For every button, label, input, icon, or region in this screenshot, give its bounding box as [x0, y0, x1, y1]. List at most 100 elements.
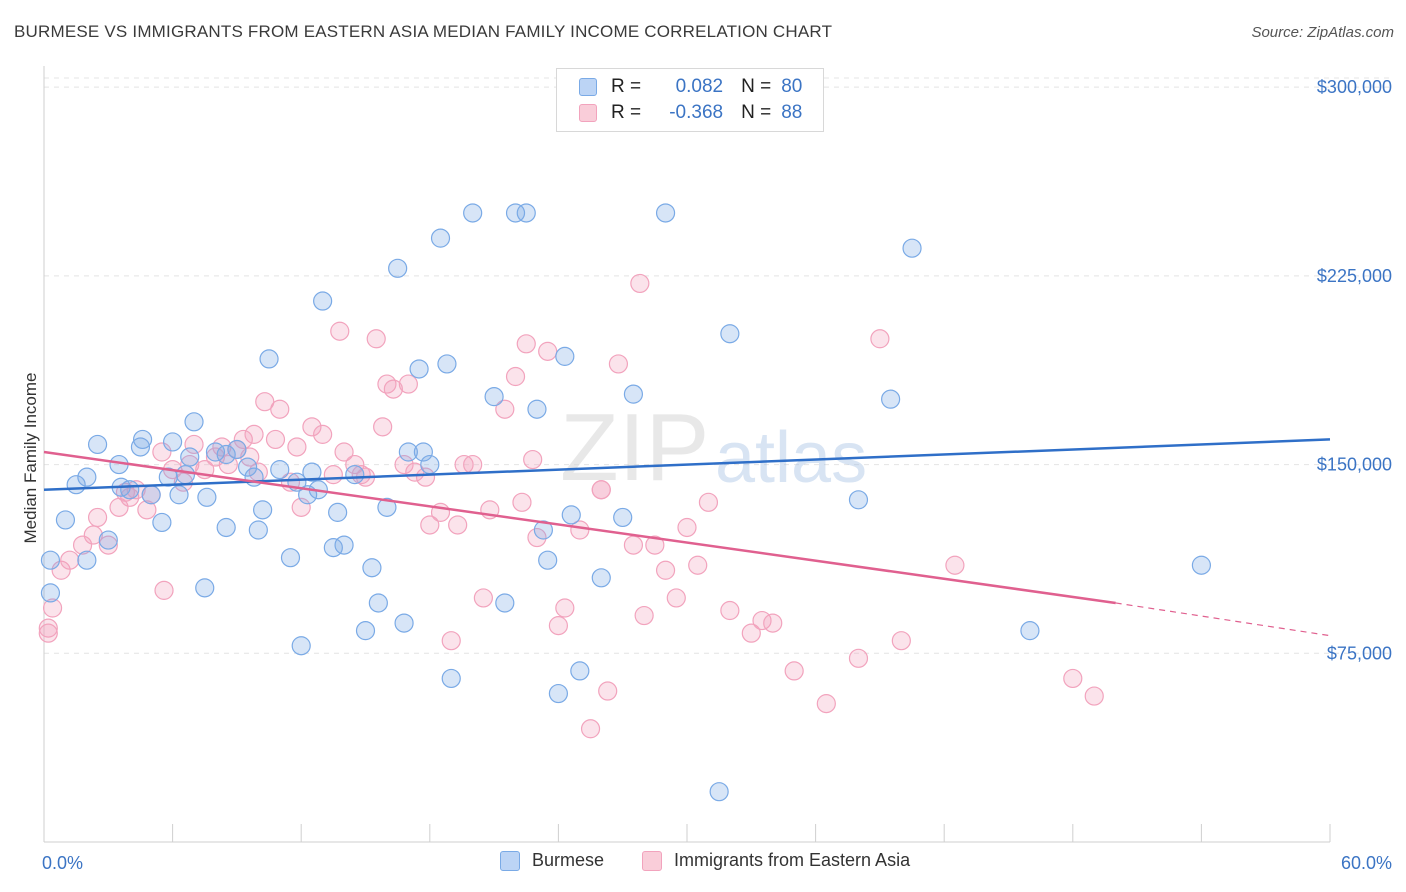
- immigrants-point: [330, 321, 350, 341]
- burmese-point: [253, 500, 273, 520]
- x-tick-label-start: 0.0%: [42, 853, 83, 873]
- immigrants-point: [420, 515, 440, 535]
- watermark-zip: ZIP: [560, 394, 709, 501]
- immigrants-point: [291, 497, 311, 517]
- burmese-point: [413, 442, 433, 462]
- immigrants-point: [645, 535, 665, 555]
- burmese-point: [259, 349, 279, 369]
- r-label: R =: [611, 76, 642, 97]
- burmese-point: [527, 399, 547, 419]
- immigrants-points: [38, 273, 1104, 739]
- n-label: N =: [741, 76, 772, 97]
- burmese-point: [570, 661, 590, 681]
- stats-row-immigrants: R = -0.368 N = 88: [579, 101, 802, 125]
- immigrants-point: [366, 329, 386, 349]
- immigrants-point: [891, 631, 911, 651]
- burmese-point: [613, 507, 633, 528]
- burmese-point: [398, 442, 418, 462]
- burmese-point: [132, 429, 153, 450]
- burmese-point: [280, 548, 301, 568]
- legend-label-burmese: Burmese: [532, 850, 605, 870]
- immigrants-point: [634, 605, 654, 626]
- immigrants-point: [608, 354, 629, 374]
- burmese-point: [87, 434, 108, 455]
- immigrants-point: [677, 517, 697, 538]
- immigrants-point: [666, 588, 686, 608]
- burmese-point: [345, 465, 365, 485]
- trend-lines: [43, 438, 1331, 637]
- stats-legend: R = 0.082 N = 80 R = -0.368 N = 88: [556, 68, 824, 132]
- burmese-point: [328, 502, 348, 522]
- legend-item-immigrants: Immigrants from Eastern Asia: [642, 850, 910, 871]
- burmese-point: [516, 203, 536, 223]
- burmese-point: [334, 535, 354, 555]
- burmese-point: [377, 497, 397, 517]
- immigrants-point: [527, 527, 547, 548]
- immigrants-point: [548, 616, 569, 636]
- immigrants-point: [516, 334, 536, 354]
- y-tick-label: $225,000: [1317, 266, 1392, 286]
- burmese-point: [655, 203, 676, 223]
- immigrants-point: [233, 429, 253, 450]
- immigrants-point: [415, 467, 436, 487]
- burmese-point: [441, 668, 461, 689]
- grid-lines: [44, 77, 1392, 654]
- burmese-point: [902, 238, 922, 258]
- immigrants-point: [60, 550, 80, 570]
- n-value-immigrants: 88: [781, 102, 803, 123]
- immigrants-point: [72, 535, 93, 555]
- burmese-point: [881, 389, 901, 409]
- burmese-point: [227, 439, 247, 460]
- immigrants-point: [377, 374, 397, 394]
- immigrants-point: [255, 392, 275, 412]
- burmese-legend-swatch: [500, 850, 520, 871]
- burmese-point: [388, 258, 408, 278]
- series-legend: Burmese Immigrants from Eastern Asia: [0, 850, 1406, 880]
- immigrants-point: [345, 454, 365, 475]
- burmese-point: [505, 203, 526, 223]
- legend-item-burmese: Burmese: [500, 850, 604, 871]
- burmese-point: [77, 467, 97, 487]
- immigrants-point: [98, 535, 118, 555]
- y-axis-label: Median Family Income: [21, 372, 40, 543]
- immigrants-point: [152, 442, 172, 462]
- immigrants-point: [538, 341, 558, 361]
- burmese-point: [1020, 621, 1040, 641]
- immigrants-point: [441, 631, 461, 651]
- immigrants-point: [698, 492, 719, 512]
- burmese-point: [40, 550, 61, 570]
- immigrants-point: [87, 507, 108, 528]
- burmese-point: [195, 578, 215, 598]
- immigrants-point: [137, 500, 157, 520]
- burmese-point: [40, 583, 61, 603]
- burmese-point: [533, 520, 553, 540]
- immigrants-point: [302, 417, 322, 437]
- immigrants-point: [848, 648, 869, 668]
- burmese-point: [495, 593, 515, 613]
- y-tick-labels: $300,000 $225,000 $150,000 $75,000: [1317, 77, 1392, 663]
- immigrants-point: [244, 424, 264, 444]
- burmese-point: [362, 558, 382, 578]
- burmese-point: [561, 505, 581, 525]
- immigrants-point: [154, 580, 174, 600]
- burmese-point: [302, 462, 322, 482]
- y-tick-label: $75,000: [1327, 643, 1392, 663]
- burmese-point: [420, 454, 440, 475]
- immigrants-point: [495, 399, 515, 419]
- burmese-point: [180, 447, 200, 467]
- burmese-point: [623, 384, 644, 404]
- immigrants-point: [512, 492, 532, 512]
- burmese-swatch: [579, 78, 597, 96]
- immigrants-point: [523, 449, 543, 470]
- burmese-point: [591, 568, 611, 588]
- legend-label-immigrants: Immigrants from Eastern Asia: [674, 850, 911, 870]
- immigrants-point: [1063, 668, 1083, 689]
- burmese-point: [720, 324, 740, 344]
- burmese-point: [175, 465, 196, 485]
- immigrants-point: [287, 437, 307, 457]
- burmese-point: [270, 460, 290, 480]
- immigrants-point: [1084, 686, 1104, 706]
- immigrants-point: [870, 329, 890, 349]
- immigrants-legend-swatch: [642, 850, 662, 871]
- immigrants-point: [463, 454, 483, 475]
